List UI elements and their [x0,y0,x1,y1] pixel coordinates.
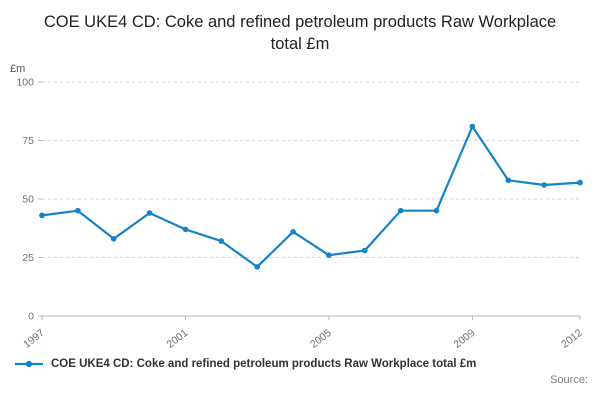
y-axis-unit-label: £m [10,63,25,75]
data-point [505,177,512,183]
y-tick-label: 100 [16,76,34,88]
data-point [110,235,117,242]
chart-area: £m 0 25 50 75 100 1997 2001 2005 2009 2012 [0,58,600,351]
data-point [146,209,153,216]
legend: COE UKE4 CD: Coke and refined petroleum … [14,358,600,370]
legend-label: COE UKE4 CD: Coke and refined petroleum … [51,357,477,370]
x-tick-label: 1997 [21,326,47,349]
x-tick-label: 2005 [308,326,334,349]
x-tick-label: 2001 [165,326,191,349]
source-label: Source: [550,373,588,386]
y-tick-label: 0 [28,310,34,322]
y-tick-label: 50 [22,193,34,205]
x-tick-label: 2009 [451,326,477,349]
x-tick-label: 2012 [559,326,585,349]
data-point [254,263,260,270]
line-chart: £m 0 25 50 75 100 1997 2001 2005 2009 2012 [10,63,585,351]
data-point [290,228,296,235]
data-point [326,251,332,258]
data-point [218,237,225,244]
data-point [433,207,440,214]
data-point [469,123,476,129]
data-point [541,181,547,188]
y-tick-label: 25 [22,252,34,264]
data-point [75,207,81,214]
data-line [40,124,582,268]
y-tick-label: 75 [22,135,34,147]
legend-marker [15,360,43,367]
chart-title: COE UKE4 CD: Coke and refined petroleum … [43,13,557,53]
data-point [362,247,368,253]
legend-marker-dot [25,360,33,367]
data-point [182,226,189,232]
data-point [39,212,45,218]
data-point [397,207,404,214]
data-point [577,179,583,185]
